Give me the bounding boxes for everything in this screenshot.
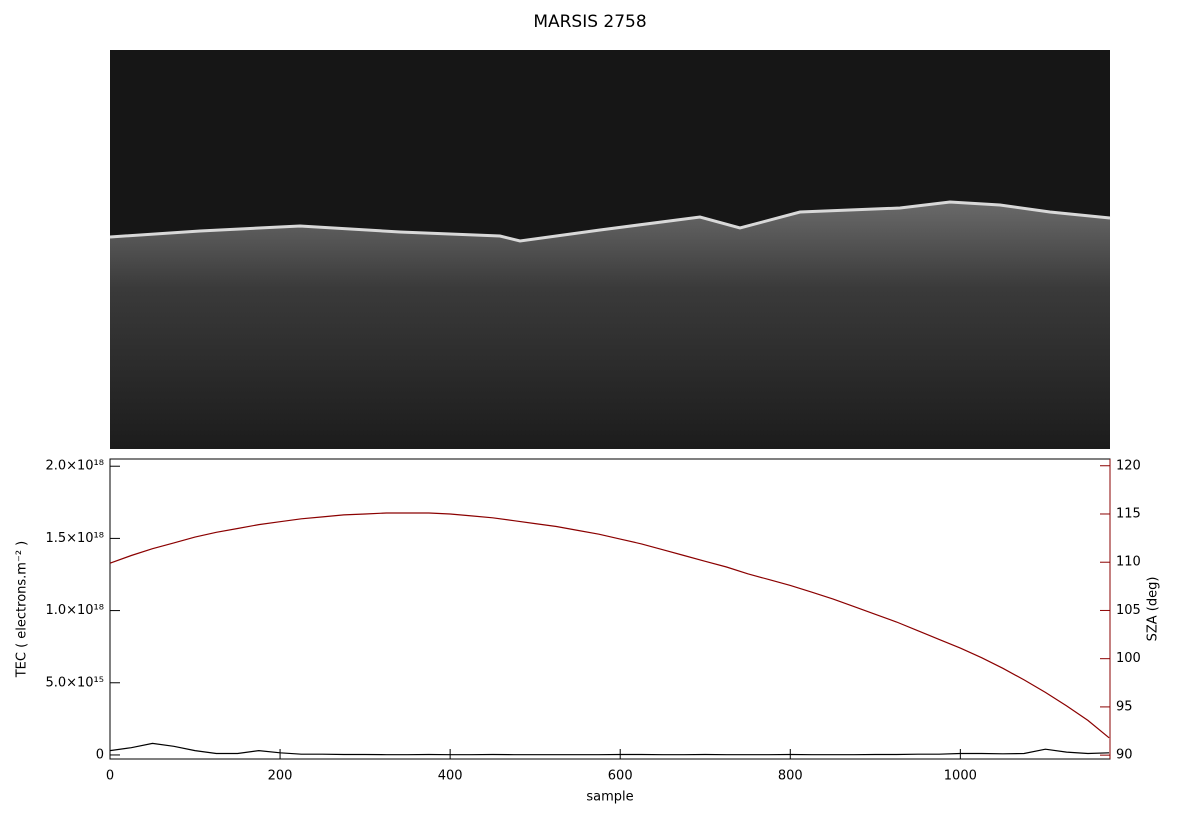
y2-tick-label: 110 (1116, 555, 1141, 570)
x-tick-label: 1000 (944, 769, 977, 784)
y2-axis-label: SZA (deg) (1146, 577, 1161, 642)
y2-tick-label: 100 (1116, 651, 1141, 666)
chart-title: MARSIS 2758 (533, 12, 646, 32)
radargram (109, 50, 1111, 449)
x-tick-label: 200 (268, 769, 293, 784)
x-tick-label: 600 (608, 769, 633, 784)
x-tick-label: 0 (106, 769, 114, 784)
y2-tick-label: 105 (1116, 603, 1141, 618)
x-tick-label: 400 (438, 769, 463, 784)
plot-frame (109, 458, 1111, 760)
y2-tick-label: 120 (1116, 458, 1141, 473)
y2-tick-label: 115 (1116, 506, 1141, 521)
y-tick-label: 1.0×10¹⁸ (45, 603, 104, 618)
x-axis-label: sample (586, 790, 633, 805)
series-line (109, 512, 1110, 739)
y2-tick-label: 90 (1116, 748, 1133, 763)
y-tick-label: 2.0×10¹⁸ (45, 459, 104, 474)
series-line (109, 742, 1110, 756)
y-tick-label: 0 (96, 747, 104, 762)
x-tick-label: 800 (778, 769, 803, 784)
y-axis-label: TEC ( electrons.m⁻² ) (15, 541, 30, 679)
y2-tick-label: 95 (1116, 699, 1133, 714)
y-tick-label: 5.0×10¹⁵ (45, 675, 104, 690)
y-tick-label: 1.5×10¹⁸ (45, 531, 104, 546)
